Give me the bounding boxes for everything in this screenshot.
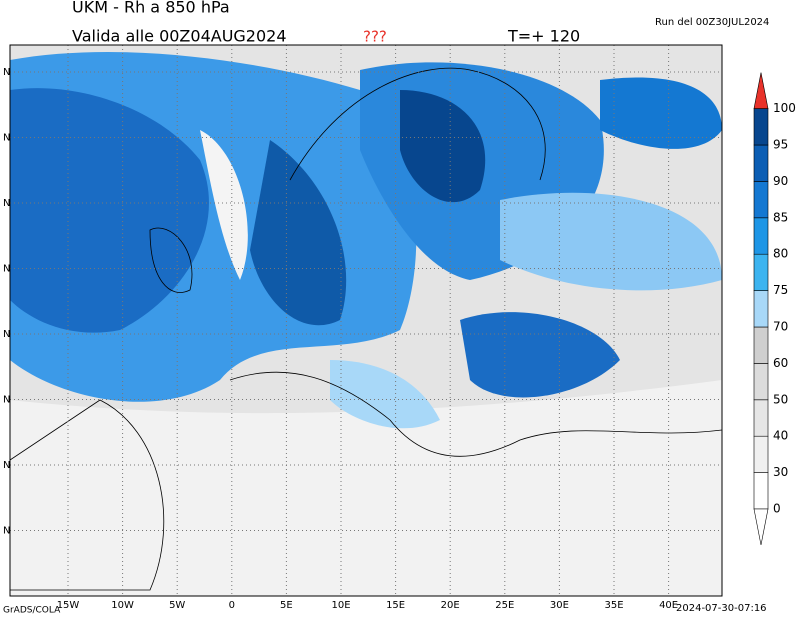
colorbar-band <box>753 326 769 364</box>
flag: ??? <box>363 28 387 46</box>
colorbar-label: 60 <box>773 356 788 370</box>
map-title: UKM - Rh a 850 hPa <box>72 0 230 17</box>
colorbar-label: 0 <box>773 502 781 516</box>
lon-label: 10E <box>331 600 350 611</box>
colorbar-label: 40 <box>773 429 788 443</box>
colorbar-band <box>753 472 769 510</box>
colorbar-band <box>753 181 769 219</box>
colorbar-band <box>753 144 769 182</box>
colorbar-band <box>753 108 769 146</box>
lat-label: N <box>3 264 10 275</box>
colorbar-label: 100 <box>773 101 796 115</box>
lon-label: 5W <box>169 600 185 611</box>
colorbar-band <box>753 290 769 328</box>
lat-label: N <box>3 526 10 537</box>
lat-label: N <box>3 133 10 144</box>
lon-label: 40E <box>659 600 678 611</box>
run-info: Run del 00Z30JUL2024 <box>655 17 769 28</box>
colorbar-label: 90 <box>773 174 788 188</box>
lon-label: 5E <box>280 600 293 611</box>
lon-label: 25E <box>495 600 514 611</box>
forecast-step: T=+ 120 <box>507 27 580 46</box>
lon-label: 10W <box>111 600 134 611</box>
colorbar-band <box>753 253 769 291</box>
graticule: 15W 10W 5W 0 5E 10E 15E 20E 25E 30E 35E 40E N N N N N N N N <box>3 45 722 611</box>
lon-label: 0 <box>229 600 235 611</box>
colorbar-label: 30 <box>773 465 788 479</box>
colorbar-band <box>753 399 769 437</box>
colorbar: 0 30 40 50 60 70 75 80 85 90 95 100 <box>753 72 796 546</box>
colorbar-label: 50 <box>773 392 788 406</box>
lat-label: N <box>3 198 10 209</box>
colorbar-label: 80 <box>773 247 788 261</box>
map-field <box>10 45 722 596</box>
colorbar-band <box>753 435 769 473</box>
colorbar-band <box>753 363 769 401</box>
colorbar-under <box>753 508 769 546</box>
colorbar-label: 95 <box>773 138 788 152</box>
lat-label: N <box>3 329 10 340</box>
colorbar-over <box>753 72 769 109</box>
colorbar-label: 75 <box>773 283 788 297</box>
credit: GrADS/COLA <box>3 606 61 616</box>
lon-label: 20E <box>441 600 460 611</box>
lat-label: N <box>3 460 10 471</box>
lon-label: 30E <box>550 600 569 611</box>
lat-label: N <box>3 67 10 78</box>
colorbar-label: 70 <box>773 320 788 334</box>
lon-label: 15W <box>57 600 80 611</box>
colorbar-band <box>753 217 769 255</box>
map-frame <box>9 44 723 597</box>
lon-label: 35E <box>604 600 623 611</box>
valid-time: Valida alle 00Z04AUG2024 <box>72 27 287 46</box>
lat-label: N <box>3 395 10 406</box>
timestamp: 2024-07-30-07:16 <box>676 603 767 614</box>
colorbar-label: 85 <box>773 210 788 224</box>
lon-label: 15E <box>386 600 405 611</box>
